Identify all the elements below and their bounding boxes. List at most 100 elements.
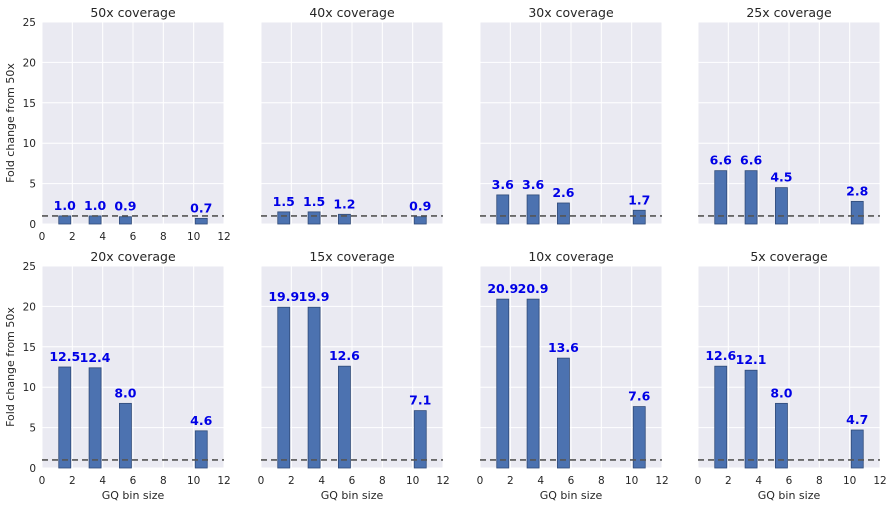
data-label: 19.9 xyxy=(299,289,330,304)
y-tick-label: 20 xyxy=(23,301,36,313)
bar xyxy=(744,369,758,469)
x-tick-label: 2 xyxy=(507,475,514,487)
data-label: 1.7 xyxy=(628,192,650,207)
panel-title: 30x coverage xyxy=(528,5,614,20)
x-tick-label: 8 xyxy=(160,475,167,487)
bar xyxy=(557,202,570,225)
y-tick-label: 0 xyxy=(29,463,36,475)
data-label: 20.9 xyxy=(487,281,518,296)
panel-title: 10x coverage xyxy=(528,249,614,264)
x-tick-label: 10 xyxy=(187,231,200,243)
bar xyxy=(775,402,788,469)
bar xyxy=(775,187,788,225)
y-tick-label: 10 xyxy=(23,382,36,394)
x-tick-label: 10 xyxy=(406,475,419,487)
data-label: 0.9 xyxy=(114,199,136,214)
bar xyxy=(277,306,291,469)
x-tick-label: 0 xyxy=(39,231,46,243)
x-axis-label: GQ bin size xyxy=(540,489,603,502)
bar xyxy=(496,194,510,225)
bar xyxy=(88,367,102,469)
x-tick-label: 12 xyxy=(655,475,668,487)
data-label: 12.5 xyxy=(49,349,80,364)
bar xyxy=(338,365,351,469)
panel-title: 40x coverage xyxy=(309,5,395,20)
data-label: 1.5 xyxy=(303,194,325,209)
data-label: 0.7 xyxy=(190,200,212,215)
data-label: 13.6 xyxy=(548,340,579,355)
data-label: 4.5 xyxy=(770,170,792,185)
data-label: 7.6 xyxy=(628,389,650,404)
x-tick-label: 10 xyxy=(625,475,638,487)
x-tick-label: 2 xyxy=(725,475,732,487)
x-tick-label: 2 xyxy=(69,475,76,487)
x-tick-label: 4 xyxy=(537,475,544,487)
x-tick-label: 6 xyxy=(568,475,575,487)
x-tick-label: 2 xyxy=(288,475,295,487)
x-axis-label: GQ bin size xyxy=(102,489,165,502)
x-tick-label: 0 xyxy=(258,475,265,487)
x-tick-label: 6 xyxy=(130,231,137,243)
x-tick-label: 4 xyxy=(318,475,325,487)
data-label: 0.9 xyxy=(409,199,431,214)
bar xyxy=(307,306,321,469)
y-tick-label: 5 xyxy=(29,423,36,435)
bar xyxy=(744,170,758,225)
bar xyxy=(307,211,321,225)
y-tick-label: 5 xyxy=(29,179,36,191)
x-tick-label: 0 xyxy=(39,475,46,487)
x-tick-label: 0 xyxy=(477,475,484,487)
bar xyxy=(119,216,132,225)
x-tick-label: 6 xyxy=(130,475,137,487)
x-axis-label: GQ bin size xyxy=(758,489,821,502)
data-label: 12.6 xyxy=(705,348,736,363)
data-label: 4.6 xyxy=(190,413,212,428)
data-label: 1.0 xyxy=(54,198,76,213)
x-tick-label: 6 xyxy=(786,475,793,487)
data-label: 6.6 xyxy=(710,153,732,168)
bar xyxy=(496,298,510,469)
bar xyxy=(714,365,728,469)
bar xyxy=(194,217,208,225)
y-tick-label: 15 xyxy=(23,342,36,354)
bar xyxy=(526,298,540,469)
bar xyxy=(850,200,864,225)
data-label: 3.6 xyxy=(522,177,544,192)
bar xyxy=(413,410,427,469)
bar xyxy=(413,216,427,225)
panel-title: 15x coverage xyxy=(309,249,395,264)
x-tick-label: 2 xyxy=(69,231,76,243)
bar xyxy=(338,213,351,225)
x-tick-label: 0 xyxy=(695,475,702,487)
y-tick-label: 20 xyxy=(23,57,36,69)
data-label: 8.0 xyxy=(114,385,136,400)
x-tick-label: 8 xyxy=(598,475,605,487)
data-label: 3.6 xyxy=(492,177,514,192)
bar xyxy=(526,194,540,225)
panel-title: 50x coverage xyxy=(90,5,176,20)
data-label: 19.9 xyxy=(268,289,299,304)
data-label: 2.6 xyxy=(552,185,574,200)
panel-title: 25x coverage xyxy=(746,5,832,20)
data-label: 1.0 xyxy=(84,198,106,213)
x-tick-label: 8 xyxy=(816,475,823,487)
data-label: 7.1 xyxy=(409,393,431,408)
x-tick-label: 8 xyxy=(160,231,167,243)
y-tick-label: 10 xyxy=(23,138,36,150)
data-label: 4.7 xyxy=(846,412,868,427)
x-tick-label: 12 xyxy=(436,475,449,487)
data-label: 1.5 xyxy=(273,194,295,209)
data-label: 12.6 xyxy=(329,348,360,363)
x-tick-label: 12 xyxy=(217,231,230,243)
data-label: 8.0 xyxy=(770,385,792,400)
x-tick-label: 4 xyxy=(755,475,762,487)
panel-title: 20x coverage xyxy=(90,249,176,264)
bar xyxy=(88,215,102,225)
y-axis-label: Fold change from 50x xyxy=(4,63,17,183)
x-tick-label: 8 xyxy=(379,475,386,487)
x-tick-label: 4 xyxy=(99,231,106,243)
bar xyxy=(850,429,864,469)
bar xyxy=(119,402,132,469)
panel-title: 5x coverage xyxy=(750,249,828,264)
